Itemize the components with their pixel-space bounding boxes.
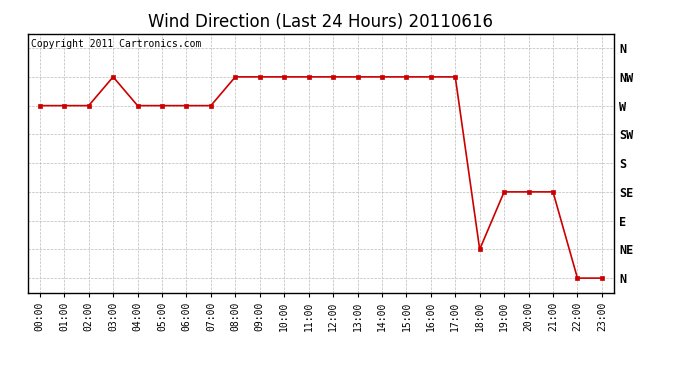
Text: Copyright 2011 Cartronics.com: Copyright 2011 Cartronics.com (30, 39, 201, 49)
Title: Wind Direction (Last 24 Hours) 20110616: Wind Direction (Last 24 Hours) 20110616 (148, 13, 493, 31)
